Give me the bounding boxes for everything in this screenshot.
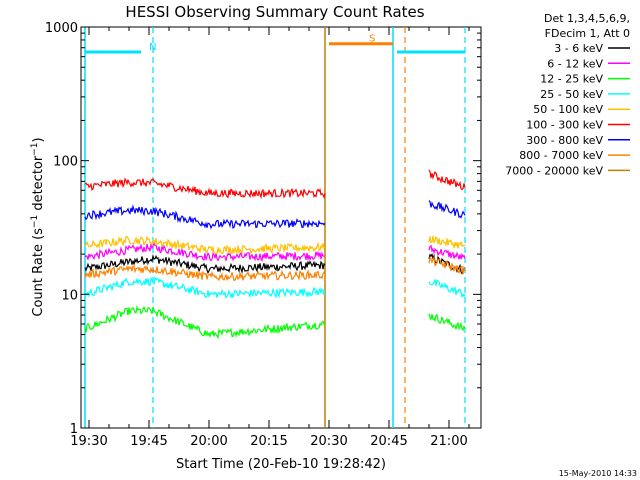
legend-label: 100 - 300 keV <box>526 119 603 132</box>
y-tick-label: 1 <box>70 422 78 437</box>
chart-title: HESSI Observing Summary Count Rates <box>125 3 424 21</box>
legend-label: 7000 - 20000 keV <box>505 164 603 177</box>
y-tick-label: 100 <box>53 155 78 170</box>
state-bar-label: S <box>369 34 375 45</box>
legend-label: 50 - 100 keV <box>533 103 603 116</box>
series-line <box>428 244 466 260</box>
series-line <box>84 204 326 230</box>
x-tick-label: 20:45 <box>370 434 407 449</box>
legend: Det 1,3,4,5,6,9, FDecim 1, Att 0 3 - 6 k… <box>505 12 630 177</box>
state-bars: NS <box>85 34 465 54</box>
y-axis-label-part-1: Count Rate (s <box>31 228 46 317</box>
series-line <box>428 200 466 219</box>
series-line <box>84 242 326 262</box>
y-axis-label-exp-1: −1 <box>30 215 40 228</box>
x-axis-label: Start Time (20-Feb-10 19:28:42) <box>176 457 386 472</box>
series-line <box>84 177 326 200</box>
series-line <box>84 235 326 256</box>
legend-label: 6 - 12 keV <box>547 57 603 70</box>
x-tick-label: 20:00 <box>190 434 227 449</box>
series-line <box>428 235 466 249</box>
vertical-markers <box>84 27 466 428</box>
legend-header-2: FDecim 1, Att 0 <box>545 27 630 40</box>
plot-frame <box>80 26 482 429</box>
x-tick-label: 20:15 <box>250 434 287 449</box>
series-line <box>428 255 466 275</box>
y-tick-label: 1000 <box>45 21 78 36</box>
legend-label: 800 - 7000 keV <box>519 149 603 162</box>
y-axis-label-part-2: detector <box>31 155 46 215</box>
x-axis: 19:30 19:45 20:00 20:15 20:30 20:45 21:00 <box>70 27 470 449</box>
series-line <box>428 313 466 332</box>
series-line <box>428 169 466 191</box>
legend-label: 300 - 800 keV <box>526 134 603 147</box>
y-axis: 1 10 100 1000 <box>45 21 481 437</box>
series-lines <box>84 169 466 340</box>
legend-label: 25 - 50 keV <box>540 88 603 101</box>
legend-label: 3 - 6 keV <box>554 42 603 55</box>
series-line <box>84 264 326 282</box>
series-line <box>84 275 326 299</box>
x-tick-label: 19:30 <box>70 434 107 449</box>
x-tick-label: 21:00 <box>430 434 467 449</box>
x-tick-label: 20:30 <box>310 434 347 449</box>
legend-label: 12 - 25 keV <box>540 73 603 86</box>
y-axis-label-part-3: ) <box>31 137 46 142</box>
legend-header-1: Det 1,3,4,5,6,9, <box>544 12 630 25</box>
series-line <box>428 277 466 299</box>
series-line <box>84 305 326 340</box>
y-axis-label-exp-2: −1 <box>30 142 40 155</box>
x-tick-label: 19:45 <box>130 434 167 449</box>
y-tick-label: 10 <box>61 288 78 303</box>
series-line <box>84 253 326 275</box>
y-axis-label: Count Rate (s−1 detector−1) <box>30 137 46 316</box>
footer-date: 15-May-2010 14:33 <box>559 469 637 478</box>
state-bar-label: N <box>149 42 156 53</box>
